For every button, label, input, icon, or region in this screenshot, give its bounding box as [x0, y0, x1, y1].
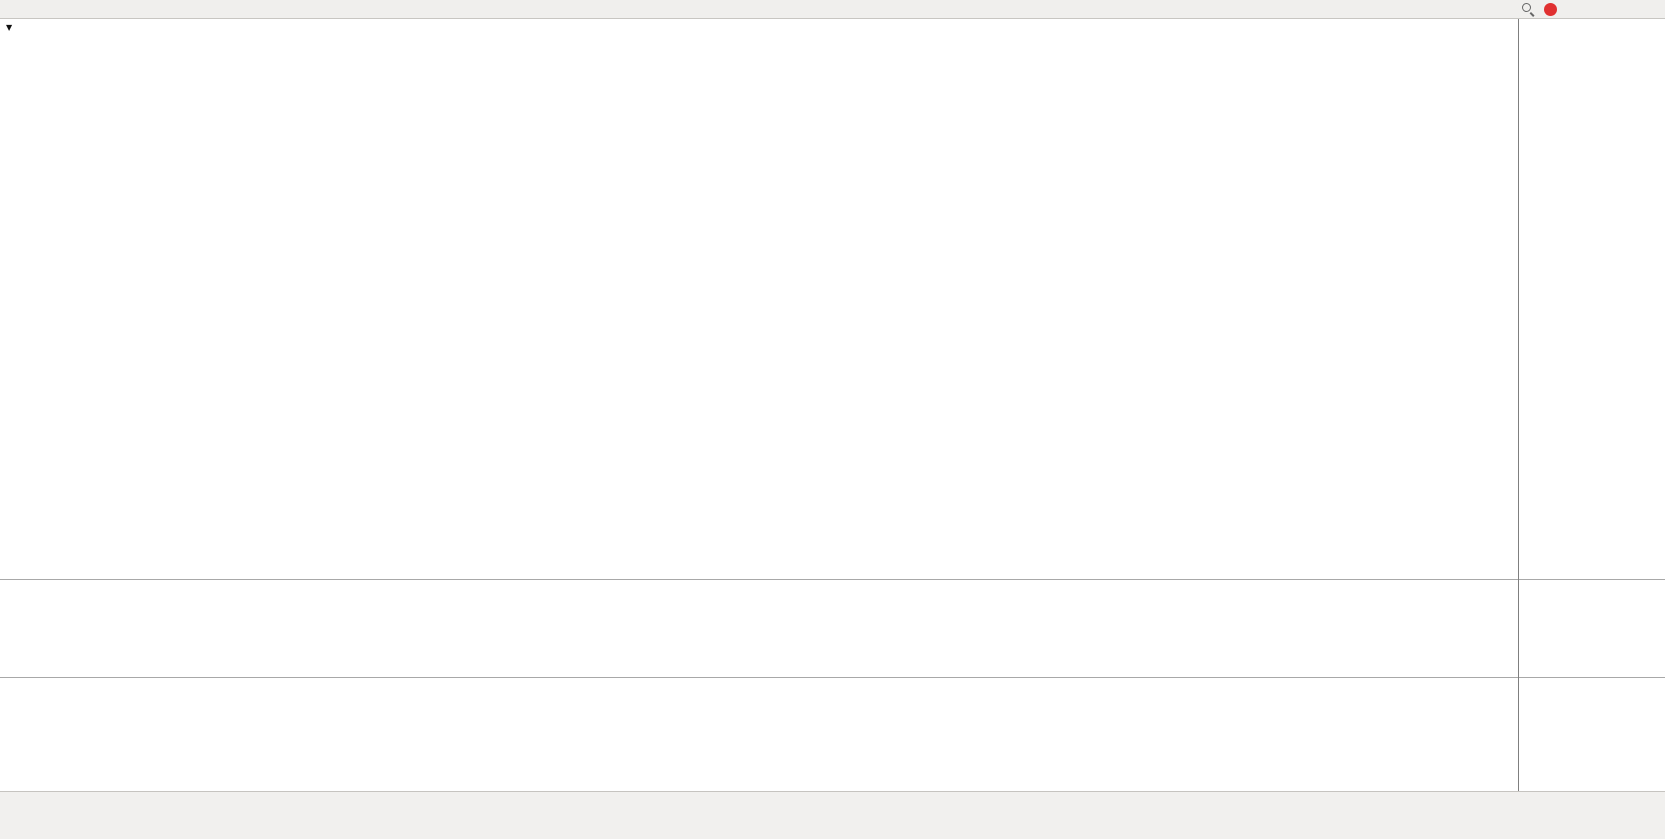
- search-icon[interactable]: [1522, 3, 1534, 15]
- candlestick-canvas[interactable]: [0, 19, 1665, 579]
- quote-dropdown-icon[interactable]: ▼: [6, 23, 13, 32]
- price-chart[interactable]: [0, 19, 1665, 579]
- notification-badge[interactable]: [1544, 2, 1557, 16]
- macd-panel[interactable]: [0, 581, 1665, 677]
- toolbar-right: [1522, 2, 1557, 16]
- macd-canvas[interactable]: [0, 581, 1665, 677]
- window-bottom-strip: [0, 791, 1665, 839]
- panel-splitter[interactable]: [0, 579, 1665, 581]
- symbol-header: ▼: [6, 23, 47, 32]
- time-axis[interactable]: [0, 767, 1665, 791]
- panel-splitter[interactable]: [0, 677, 1665, 679]
- rsi-canvas[interactable]: [0, 679, 1665, 767]
- toolbar: [0, 0, 1665, 19]
- price-axis-border: [1518, 19, 1519, 791]
- rsi-panel[interactable]: [0, 679, 1665, 767]
